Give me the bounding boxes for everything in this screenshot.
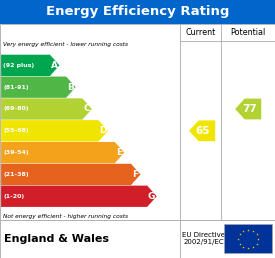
Text: (21-38): (21-38) — [3, 172, 29, 177]
Text: (92 plus): (92 plus) — [3, 63, 34, 68]
Text: 77: 77 — [242, 104, 257, 114]
Text: Current: Current — [186, 28, 216, 37]
Text: Energy Efficiency Rating: Energy Efficiency Rating — [46, 5, 229, 18]
Polygon shape — [1, 77, 76, 98]
Bar — [0, 24, 275, 220]
Polygon shape — [1, 120, 108, 141]
Text: 65: 65 — [196, 126, 210, 136]
Polygon shape — [1, 55, 59, 76]
Polygon shape — [1, 98, 92, 120]
Text: C: C — [83, 104, 90, 114]
Text: Very energy efficient - lower running costs: Very energy efficient - lower running co… — [3, 42, 128, 47]
Polygon shape — [1, 142, 124, 163]
Text: England & Wales: England & Wales — [4, 234, 109, 244]
Text: (39-54): (39-54) — [3, 150, 29, 155]
Text: EU Directive
2002/91/EC: EU Directive 2002/91/EC — [182, 232, 225, 245]
Text: (1-20): (1-20) — [3, 194, 24, 199]
Text: B: B — [67, 83, 74, 92]
Text: (55-68): (55-68) — [3, 128, 29, 133]
Text: A: A — [51, 61, 57, 70]
Text: F: F — [133, 170, 139, 179]
Text: Not energy efficient - higher running costs: Not energy efficient - higher running co… — [3, 214, 128, 219]
Bar — [0, 0, 275, 24]
Polygon shape — [1, 186, 157, 207]
Bar — [224, 224, 272, 253]
Text: (81-91): (81-91) — [3, 85, 29, 90]
Polygon shape — [189, 120, 215, 141]
Text: (69-80): (69-80) — [3, 107, 29, 111]
Polygon shape — [1, 164, 141, 185]
Polygon shape — [235, 99, 261, 119]
Text: E: E — [116, 148, 122, 157]
Text: G: G — [147, 192, 155, 201]
Bar — [0, 220, 275, 258]
Text: D: D — [99, 126, 106, 135]
Text: Potential: Potential — [230, 28, 266, 37]
